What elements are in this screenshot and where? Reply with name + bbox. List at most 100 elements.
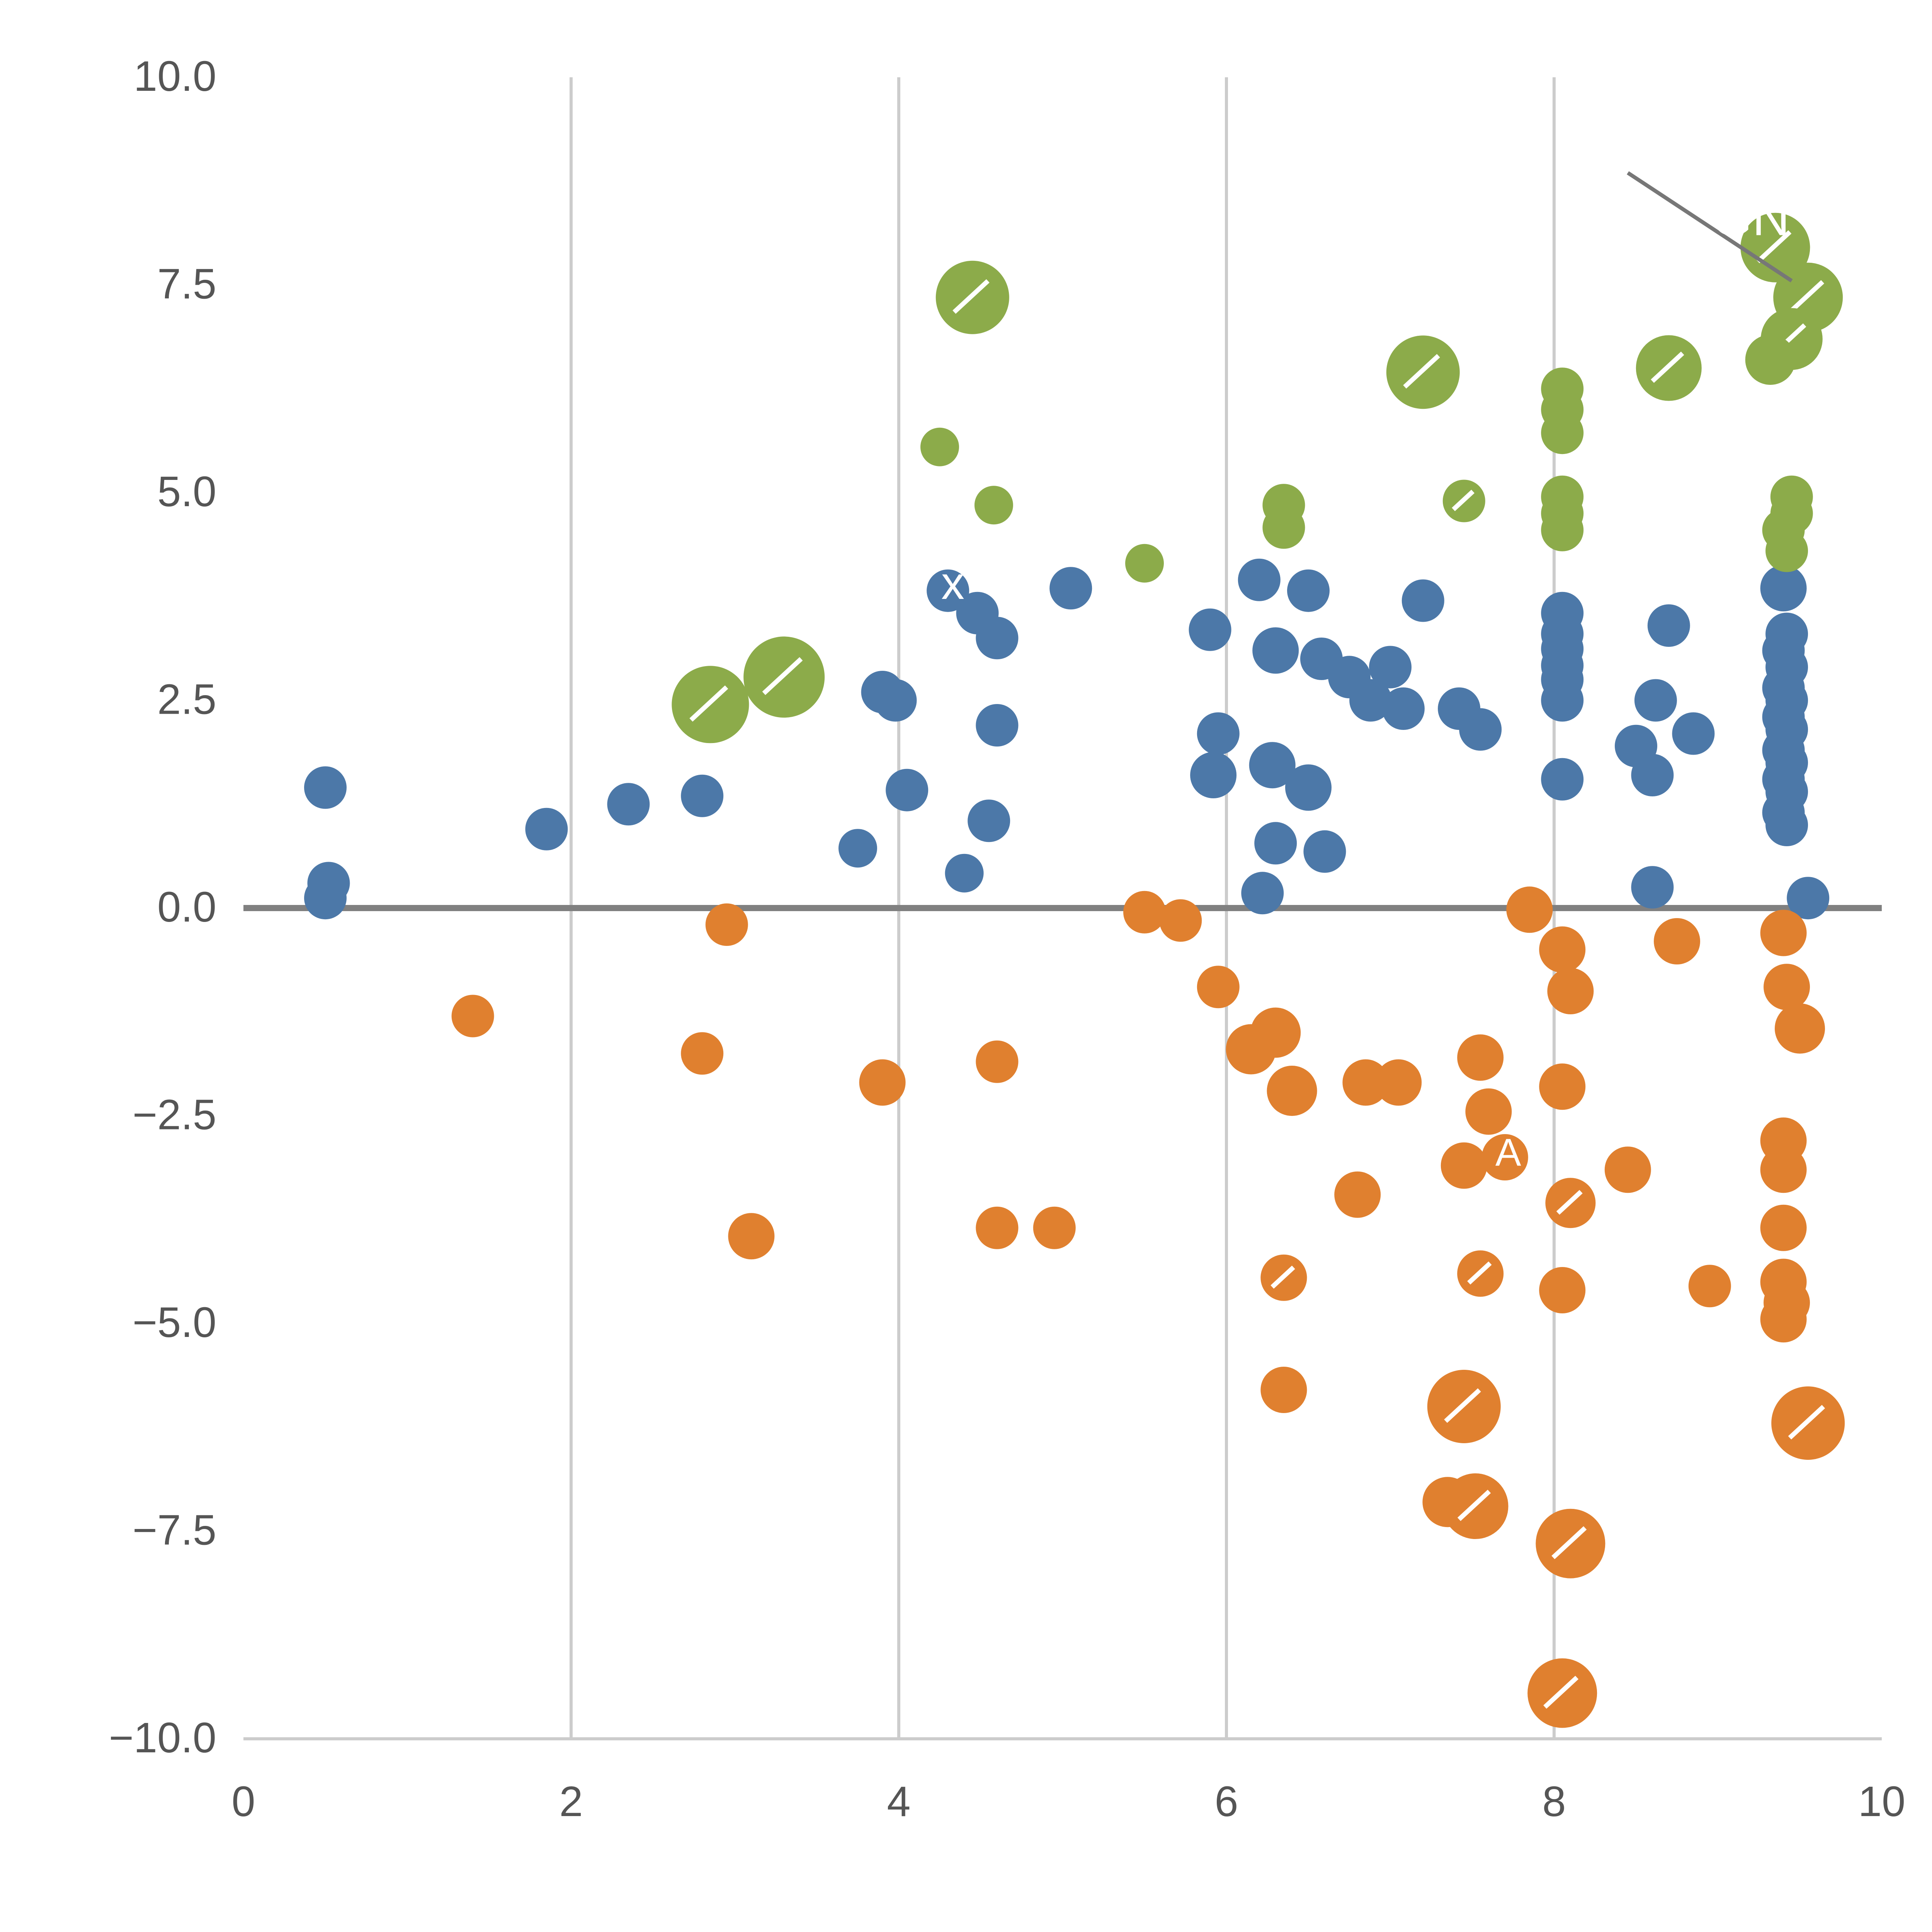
data-point-orange (1547, 968, 1594, 1014)
y-tick-label: 7.5 (157, 260, 216, 308)
data-point-orange (1688, 1265, 1731, 1308)
x-tick-label: 8 (1542, 1778, 1566, 1825)
data-point-orange (976, 1040, 1019, 1083)
point-slash-mark (1543, 1675, 1579, 1709)
data-point-orange (976, 1206, 1019, 1249)
data-point-orange (1260, 1367, 1307, 1413)
x-tick-label: 6 (1214, 1778, 1238, 1825)
data-point-blue (681, 774, 724, 817)
data-point-orange (1457, 1034, 1504, 1081)
data-point-orange (1267, 1066, 1317, 1116)
y-tick-label: 5.0 (157, 468, 216, 515)
y-tick-label: 10.0 (134, 53, 216, 100)
point-slash-mark (952, 279, 990, 314)
data-point-orange (1654, 918, 1700, 964)
data-point-blue (304, 877, 347, 920)
data-point-green (1765, 529, 1808, 572)
data-point-blue (968, 799, 1010, 842)
point-slash-mark (1452, 490, 1475, 511)
data-point-blue (1765, 804, 1808, 846)
data-point-blue (874, 679, 917, 722)
data-point-blue (1647, 604, 1690, 647)
data-point-blue (1631, 866, 1674, 909)
data-point-orange (1033, 1206, 1076, 1249)
data-point-blue (945, 854, 984, 893)
data-point-orange (1760, 1204, 1807, 1251)
annotation-leader-line (1627, 171, 1793, 282)
annotation-label: GN (1712, 188, 1790, 247)
data-point-blue (1238, 558, 1281, 601)
data-point-orange (705, 903, 748, 946)
data-point-blue (1349, 679, 1392, 722)
data-point-orange (1539, 1063, 1586, 1110)
data-point-orange (1506, 886, 1553, 933)
data-point-green (974, 486, 1013, 525)
data-point-green (1745, 335, 1796, 385)
data-point-blue (1049, 567, 1092, 610)
data-point-blue (1241, 872, 1284, 915)
data-point-blue (1303, 830, 1346, 873)
y-tick-label: −10.0 (109, 1714, 216, 1762)
data-point-orange (1760, 1146, 1807, 1193)
data-point-blue (1249, 742, 1296, 789)
y-tick-label: 2.5 (157, 676, 216, 723)
x-tick-label: 10 (1858, 1778, 1905, 1825)
data-point-blue (304, 766, 347, 809)
data-point-orange (1197, 966, 1240, 1009)
data-point-blue (1401, 579, 1444, 622)
data-point-blue (1672, 712, 1715, 755)
data-point-orange (681, 1032, 724, 1075)
data-point-blue (1197, 712, 1240, 755)
data-point-blue (1459, 708, 1502, 751)
data-point-orange (1440, 1142, 1487, 1189)
point-slash-mark (1556, 1190, 1583, 1215)
data-point-blue (1252, 627, 1299, 674)
data-point-green (920, 427, 959, 466)
y-tick-label: −5.0 (133, 1299, 216, 1346)
data-point-orange (1539, 926, 1586, 973)
data-point-orange (1539, 1267, 1586, 1313)
data-point-orange (1250, 1007, 1301, 1058)
data-point-orange (451, 995, 494, 1037)
y-tick-label: −7.5 (133, 1507, 216, 1554)
data-point-green (1125, 544, 1164, 583)
data-point-orange (1465, 1088, 1512, 1135)
data-point-blue (1541, 758, 1584, 801)
point-slash-mark (1756, 230, 1792, 264)
data-point-green (1541, 509, 1584, 551)
data-point-blue (1787, 877, 1830, 920)
point-slash-mark (1270, 1265, 1295, 1289)
point-slash-mark (762, 657, 803, 695)
data-point-blue (1631, 754, 1674, 796)
data-point-green (1262, 506, 1305, 549)
data-point-orange (1775, 1003, 1825, 1054)
data-point-orange (1760, 910, 1807, 956)
data-point-blue (1760, 565, 1807, 612)
point-slash-mark (689, 685, 728, 722)
data-point-orange (1760, 1296, 1807, 1343)
data-point-orange (1604, 1146, 1651, 1193)
y-tick-label: 0.0 (157, 883, 216, 931)
data-point-orange (1481, 1134, 1528, 1180)
data-point-blue (976, 704, 1019, 747)
data-point-blue (1634, 679, 1677, 722)
data-point-blue (1541, 679, 1584, 722)
data-point-orange (1375, 1059, 1422, 1106)
point-slash-mark (1789, 280, 1825, 313)
data-point-orange (1342, 1059, 1389, 1106)
point-slash-mark (1467, 1261, 1492, 1285)
data-point-orange (728, 1213, 775, 1260)
data-point-blue (976, 617, 1019, 660)
data-point-orange (859, 1059, 906, 1106)
point-slash-mark (1651, 351, 1684, 383)
point-slash-mark (1788, 1405, 1825, 1440)
data-point-blue (927, 569, 969, 612)
x-tick-label: 0 (231, 1778, 255, 1825)
point-slash-mark (1403, 354, 1440, 389)
data-point-blue (838, 829, 877, 868)
point-slash-mark (1457, 1490, 1491, 1521)
data-point-blue (525, 808, 568, 850)
data-point-orange (1334, 1171, 1381, 1218)
